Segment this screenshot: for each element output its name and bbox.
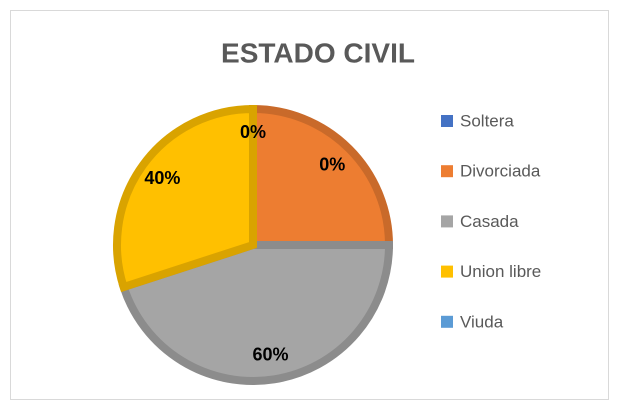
data-label: 40% bbox=[144, 168, 180, 188]
legend-swatch bbox=[441, 115, 453, 127]
data-label: 0% bbox=[240, 122, 266, 142]
legend-swatch bbox=[441, 215, 453, 228]
data-label: 0% bbox=[319, 155, 345, 175]
legend-label: Soltera bbox=[460, 111, 514, 130]
legend-swatch bbox=[441, 265, 453, 278]
pie-slice bbox=[113, 104, 257, 293]
legend-label: Casada bbox=[460, 212, 519, 231]
legend-label: Union libre bbox=[460, 262, 541, 281]
data-label: 60% bbox=[253, 344, 289, 364]
pie-slice bbox=[118, 241, 394, 385]
chart-title: ESTADO CIVIL bbox=[221, 37, 415, 68]
legend-label: Viuda bbox=[460, 312, 504, 331]
pie-slice bbox=[249, 104, 394, 249]
legend-swatch bbox=[441, 165, 453, 178]
legend-label: Divorciada bbox=[460, 162, 541, 181]
legend-swatch bbox=[441, 315, 453, 328]
